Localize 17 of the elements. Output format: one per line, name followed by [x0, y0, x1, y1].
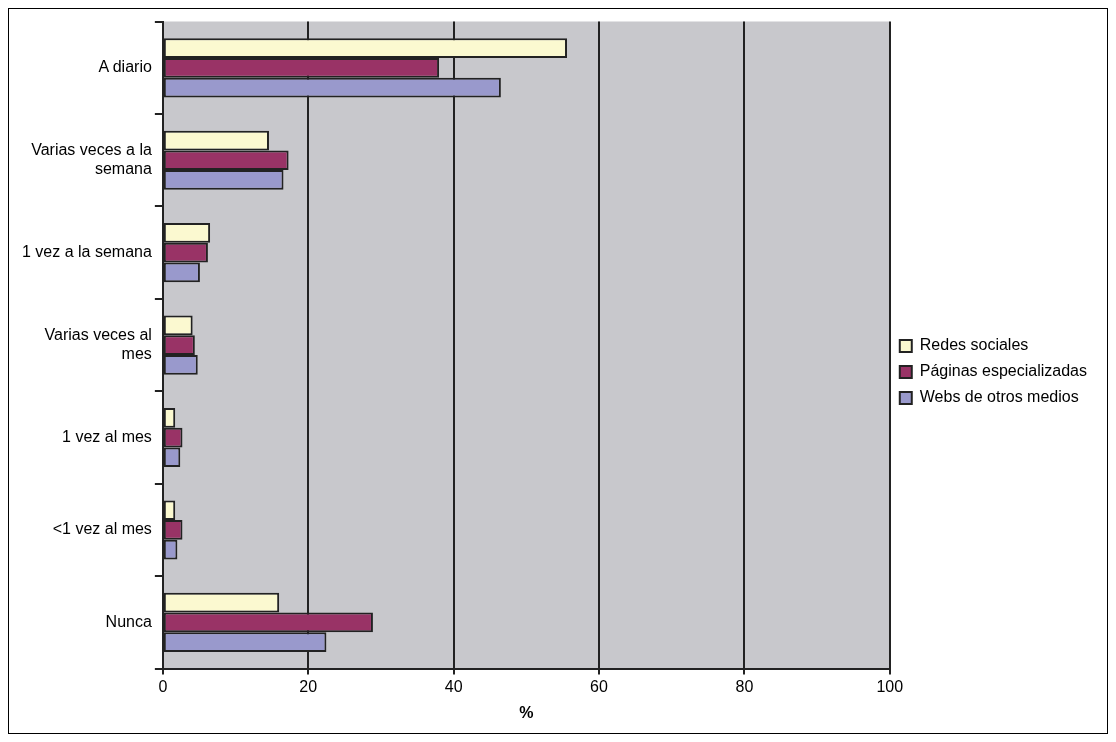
- legend-label: Redes sociales: [919, 336, 1029, 354]
- legend-label: Webs de otros medios: [919, 388, 1079, 406]
- legend-label: Páginas especializadas: [919, 362, 1087, 380]
- x-axis-title: %: [519, 703, 534, 721]
- x-tick-label: 0: [158, 677, 168, 695]
- y-tick-label: Varias veces al mes: [44, 325, 152, 363]
- y-tick-label: 1 vez a la semana: [21, 243, 152, 261]
- x-tick-label: 20: [299, 677, 318, 695]
- x-tick-label: 80: [735, 677, 754, 695]
- y-tick-label: Nunca: [105, 612, 152, 630]
- x-tick-label: 60: [590, 677, 609, 695]
- y-tick-label: 1 vez al mes: [62, 427, 152, 445]
- y-tick-label: Varias veces a la semana: [31, 141, 152, 178]
- x-tick-label: 40: [444, 677, 463, 695]
- x-tick-label: 100: [876, 677, 904, 695]
- y-tick-label: A diario: [98, 58, 152, 76]
- y-tick-label: <1 vez al mes: [52, 520, 152, 538]
